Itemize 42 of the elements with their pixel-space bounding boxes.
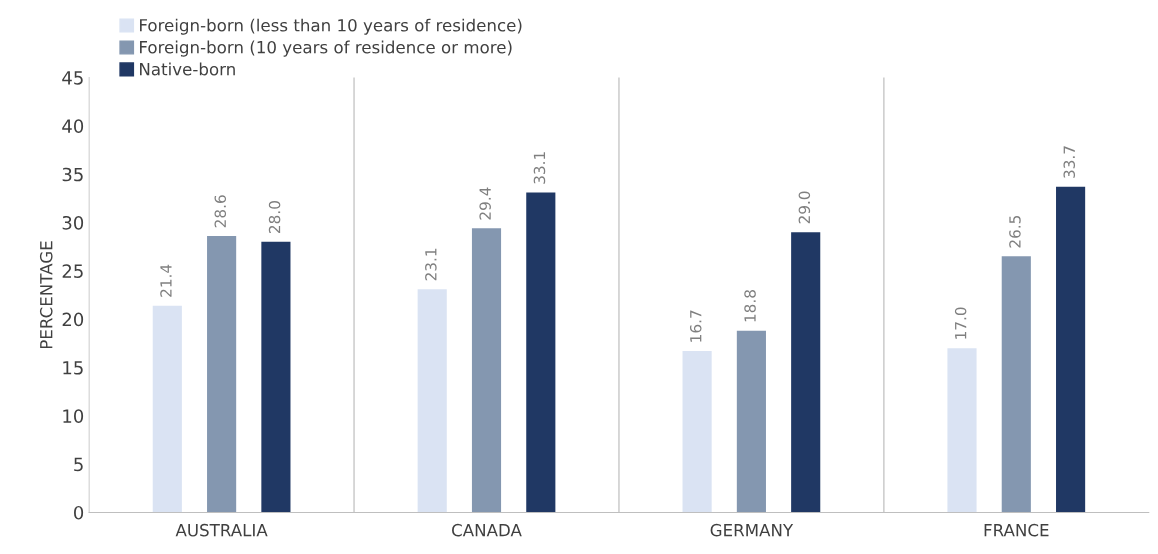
y-tick-label: 25 — [62, 264, 83, 278]
data-label: 28.6 — [214, 195, 227, 228]
data-label: 23.1 — [425, 248, 437, 281]
data-label: 28.0 — [268, 201, 281, 233]
data-label: 33.1 — [533, 152, 546, 184]
data-label: 16.7 — [689, 310, 702, 342]
data-label: 29.0 — [798, 191, 811, 224]
y-axis-title: PERCENTAGE — [39, 241, 53, 349]
data-label: 29.4 — [479, 187, 491, 220]
data-label: 26.5 — [1009, 215, 1021, 248]
y-tick-label: 35 — [62, 167, 83, 182]
y-tick-label: 15 — [63, 361, 83, 375]
y-tick-label: 45 — [62, 71, 83, 85]
bar — [736, 330, 766, 513]
bar — [791, 232, 821, 513]
bar — [1056, 186, 1086, 513]
y-tick-label: 10 — [63, 409, 84, 423]
y-tick-label: 40 — [62, 119, 84, 133]
y-tick-label: 30 — [62, 215, 84, 230]
x-tick-label: FRANCE — [984, 523, 1049, 537]
legend-label: Native-born — [140, 62, 235, 76]
data-label: 33.7 — [1063, 146, 1076, 178]
bar — [261, 241, 291, 513]
bar — [471, 228, 502, 513]
bar — [526, 192, 556, 513]
bar — [417, 289, 447, 513]
data-label: 21.4 — [160, 264, 172, 297]
y-tick-label: 5 — [74, 457, 83, 472]
y-tick-label: 0 — [74, 505, 84, 520]
x-tick-label: CANADA — [452, 523, 522, 537]
data-label: 18.8 — [744, 290, 756, 322]
legend-label: Foreign-born (10 years of residence or more) — [140, 40, 512, 57]
legend-label: Foreign-born (less than 10 years of residence) — [140, 18, 522, 35]
bar — [1001, 256, 1031, 513]
bar — [947, 348, 977, 513]
data-label: 17.0 — [954, 307, 967, 339]
x-tick-label: GERMANY — [710, 523, 794, 537]
bar — [682, 351, 712, 513]
y-tick-label: 20 — [62, 312, 84, 327]
x-tick-label: AUSTRALIA — [175, 523, 268, 537]
bar — [207, 236, 237, 513]
bar — [152, 305, 182, 513]
